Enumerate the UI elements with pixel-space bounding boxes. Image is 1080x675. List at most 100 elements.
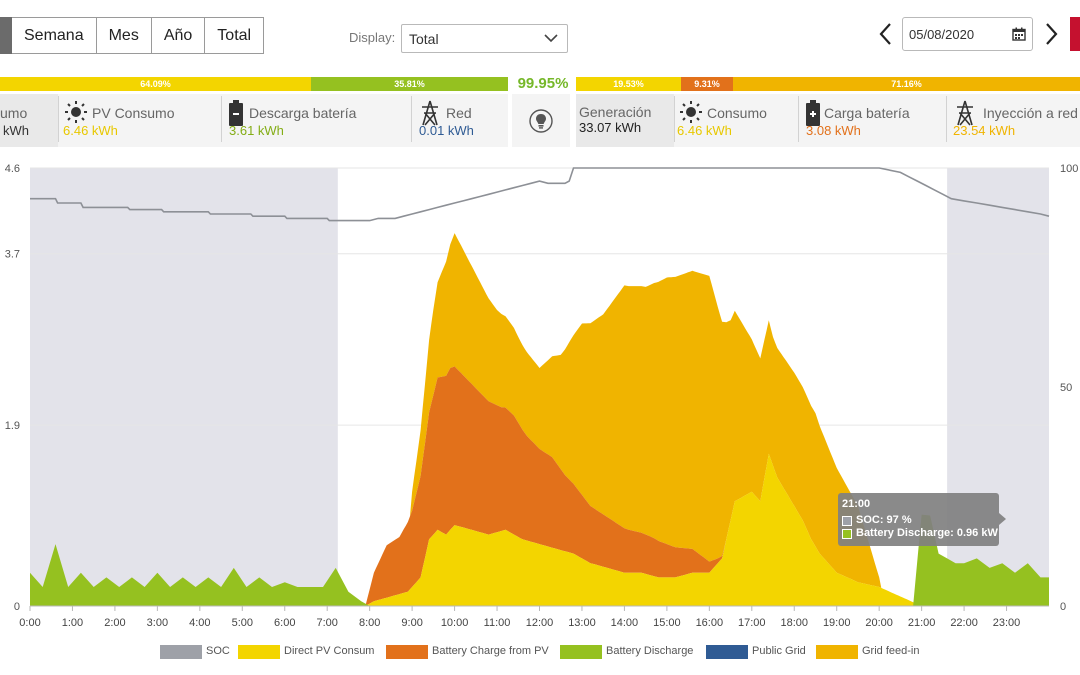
grid-injection-card: Inyección a red 23.54 kWh: [946, 94, 1080, 147]
tooltip-discharge-swatch: [842, 529, 852, 539]
x-tick-label: 3:00: [147, 617, 168, 629]
card-value: 6.46 kWh: [63, 123, 118, 138]
y-right-tick-label: 50: [1060, 382, 1072, 394]
legend-label[interactable]: Public Grid: [752, 645, 806, 657]
card-value: 3.08 kWh: [806, 123, 861, 138]
tab-ano[interactable]: Año: [151, 17, 206, 54]
legend-swatch[interactable]: [386, 645, 428, 659]
battery-consumption-bar: 35.81%: [311, 77, 508, 91]
card-title: Descarga batería: [249, 105, 357, 121]
battery-discharge-area: [30, 514, 1049, 606]
card-title: Carga batería: [824, 105, 910, 121]
y-left-tick-label: 0: [14, 601, 20, 613]
sun-icon: [65, 101, 87, 123]
x-tick-label: 10:00: [441, 617, 469, 629]
date-input[interactable]: 05/08/2020: [902, 17, 1033, 51]
tooltip-time: 21:00: [842, 498, 871, 510]
card-title: Inyección a red: [983, 105, 1078, 121]
tab-day[interactable]: [0, 17, 12, 54]
card-value: 33.07 kWh: [579, 120, 642, 135]
pv-consumption-card: PV Consumo 6.46 kWh: [58, 94, 221, 147]
battery-discharge-card: Descarga batería 3.61 kWh: [221, 94, 411, 147]
y-left-tick-label: 4.6: [5, 163, 20, 175]
x-tick-label: 19:00: [823, 617, 851, 629]
legend-label[interactable]: Battery Charge from PV: [432, 645, 549, 657]
x-tick-label: 2:00: [104, 617, 125, 629]
x-tick-label: 9:00: [401, 617, 422, 629]
legend-label[interactable]: Grid feed-in: [862, 645, 920, 657]
card-value: 3.61 kWh: [229, 123, 284, 138]
sun-icon: [680, 101, 702, 123]
legend-swatch[interactable]: [160, 645, 202, 659]
self-consumption-bar: 19.53%: [576, 77, 681, 91]
power-tower-icon: [422, 100, 438, 126]
y-right-tick-label: 0: [1060, 601, 1066, 613]
x-tick-label: 15:00: [653, 617, 681, 629]
generation-total-card: Generación 33.07 kWh: [576, 94, 674, 147]
tab-mes[interactable]: Mes: [96, 17, 152, 54]
chevron-down-icon: [544, 34, 558, 43]
x-tick-label: 6:00: [274, 617, 295, 629]
battery-charge-card: Carga batería 3.08 kWh: [798, 94, 946, 147]
x-tick-label: 21:00: [908, 617, 936, 629]
x-tick-label: 5:00: [232, 617, 253, 629]
power-tower-icon: [957, 100, 973, 126]
x-tick-label: 4:00: [189, 617, 210, 629]
battery-minus-icon: [229, 100, 243, 126]
total-consumption-card: umo kWh: [0, 94, 58, 147]
date-value: 05/08/2020: [909, 26, 975, 42]
direct-pv-area: [30, 453, 1049, 606]
tab-total[interactable]: Total: [205, 17, 265, 54]
card-value: 23.54 kWh: [953, 123, 1016, 138]
x-tick-label: 22:00: [950, 617, 978, 629]
battery-plus-icon: [806, 100, 820, 126]
display-select[interactable]: Total: [401, 24, 568, 53]
export-button[interactable]: [1070, 17, 1080, 51]
y-right-tick-label: 100: [1060, 163, 1078, 175]
x-tick-label: 1:00: [62, 617, 83, 629]
card-value: 0.01 kWh: [419, 123, 474, 138]
x-tick-label: 12:00: [526, 617, 554, 629]
legend-swatch[interactable]: [560, 645, 602, 659]
legend-label[interactable]: SOC: [206, 645, 230, 657]
x-tick-label: 16:00: [696, 617, 724, 629]
period-tabs: Semana Mes Año Total: [0, 17, 265, 54]
x-tick-label: 17:00: [738, 617, 766, 629]
x-tick-label: 23:00: [993, 617, 1021, 629]
consumption-cards: [0, 94, 508, 147]
x-tick-label: 11:00: [484, 617, 511, 629]
tooltip-soc-swatch: [842, 516, 852, 526]
card-title: umo: [0, 105, 28, 121]
prev-day-arrow-icon[interactable]: [878, 22, 894, 46]
grid-consumption-card: Red 0.01 kWh: [411, 94, 508, 147]
legend-swatch[interactable]: [816, 645, 858, 659]
legend-label[interactable]: Battery Discharge: [606, 645, 694, 657]
x-tick-label: 13:00: [568, 617, 596, 629]
tab-semana[interactable]: Semana: [12, 17, 97, 54]
card-title: PV Consumo: [92, 105, 175, 121]
card-title: Generación: [579, 104, 652, 120]
legend-swatch[interactable]: [238, 645, 280, 659]
grid-feed-bar: 71.16%: [733, 77, 1080, 91]
night-band: [30, 168, 338, 606]
x-tick-label: 14:00: [611, 617, 639, 629]
y-left-tick-label: 3.7: [5, 249, 20, 261]
x-tick-label: 7:00: [316, 617, 337, 629]
chart-tooltip: 21:00 SOC: 97 % Battery Discharge: 0.96 …: [838, 493, 1006, 546]
energy-chart[interactable]: 0 1.9 3.7 4.6 0 50 100 0:00 1:00 2:00 3:00 4:00 5:00…: [0, 150, 1080, 640]
card-value: kWh: [3, 123, 29, 138]
legend-swatch[interactable]: [706, 645, 748, 659]
self-sufficiency-value: 99.95%: [517, 75, 569, 92]
x-tick-label: 20:00: [865, 617, 893, 629]
tooltip-soc-line: SOC: 97 %: [856, 514, 912, 526]
calendar-icon[interactable]: [1012, 27, 1026, 41]
legend-label[interactable]: Direct PV Consum: [284, 645, 375, 657]
self-consumption-card: Consumo 6.46 kWh: [674, 94, 798, 147]
display-label: Display:: [349, 30, 396, 45]
card-title: Consumo: [707, 105, 767, 121]
x-tick-label: 8:00: [359, 617, 380, 629]
x-tick-label: 18:00: [780, 617, 808, 629]
grid-feed-in-area: [30, 233, 1049, 606]
next-day-arrow-icon[interactable]: [1043, 22, 1059, 46]
lightbulb-icon: [529, 109, 553, 133]
